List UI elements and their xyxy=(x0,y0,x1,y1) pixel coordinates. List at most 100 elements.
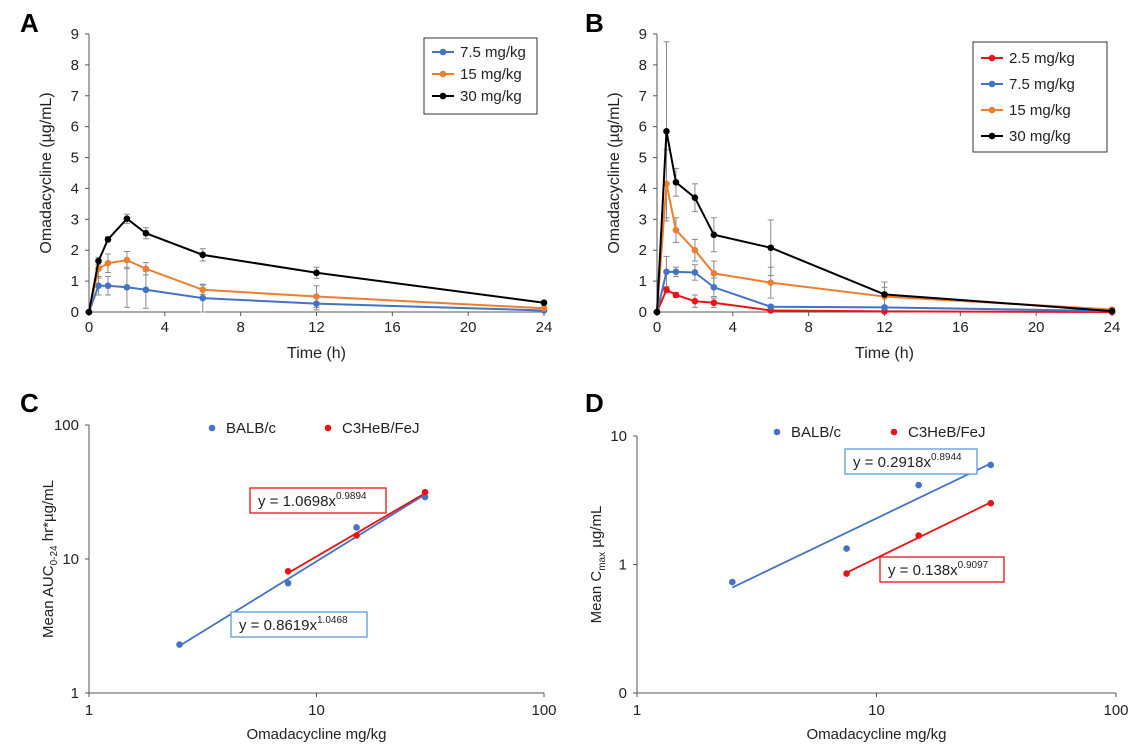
chart-b-x-tick-label: 20 xyxy=(1028,319,1045,336)
chart-d-legend-label: C3HeB/FeJ xyxy=(908,424,986,441)
chart-c-y-axis-label: Mean AUC0-24 hr*µg/mL xyxy=(40,480,60,638)
chart-d-equation-base: y = 0.138x xyxy=(888,562,958,579)
chart-d-equation-exponent: 0.8944 xyxy=(931,452,962,463)
chart-a-y-axis-label: Omadacycline (µg/mL) xyxy=(38,92,55,253)
chart-c-equation-base: y = 1.0698x xyxy=(258,493,336,510)
chart-b-data-point xyxy=(881,304,888,311)
chart-a-data-point xyxy=(123,283,131,291)
chart-c-equation-base: y = 0.8619x xyxy=(239,617,317,634)
chart-b-x-tick-label: 0 xyxy=(653,319,661,336)
chart-b-data-point xyxy=(663,128,670,135)
chart-a-y-tick-label: 7 xyxy=(71,88,79,105)
chart-d-data-point xyxy=(987,499,995,507)
chart-d-equation-label: y = 0.2918x0.8944 xyxy=(853,452,962,471)
chart-c-legend-label: BALB/c xyxy=(226,420,277,437)
chart-b-data-point xyxy=(663,180,670,188)
chart-b-data-point xyxy=(672,226,680,234)
chart-a-x-tick-label: 8 xyxy=(236,319,244,336)
chart-d-y-tick-label: 10 xyxy=(610,428,627,445)
chart-a-legend-label: 30 mg/kg xyxy=(460,88,522,105)
chart-b-data-point xyxy=(767,244,775,252)
chart-b-y-tick-label: 6 xyxy=(639,119,647,136)
chart-b-data-point xyxy=(710,299,718,307)
chart-a-data-point xyxy=(85,308,93,316)
chart-b-data-point xyxy=(710,231,718,239)
chart-b-legend-label: 30 mg/kg xyxy=(1009,128,1071,145)
chart-a-x-tick-label: 4 xyxy=(161,319,169,336)
chart-a-data-point xyxy=(104,259,112,267)
chart-a-x-tick-label: 0 xyxy=(85,319,93,336)
panel-letter-d: D xyxy=(585,388,604,418)
chart-b-data-point xyxy=(767,303,775,311)
chart-a-data-point xyxy=(104,282,112,290)
chart-a-y-tick-label: 3 xyxy=(71,211,79,228)
chart-b-y-tick-label: 8 xyxy=(639,57,647,74)
chart-a-data-point xyxy=(123,215,131,223)
chart-d-equation-base: y = 0.2918x xyxy=(853,454,931,471)
chart-b-legend-label: 2.5 mg/kg xyxy=(1009,50,1075,67)
chart-d-data-point xyxy=(843,545,850,552)
chart-a-data-point xyxy=(142,229,150,237)
chart-b-legend-marker xyxy=(988,80,996,88)
chart-b-legend-label: 7.5 mg/kg xyxy=(1009,76,1075,93)
chart-a-series-line xyxy=(88,217,545,313)
chart-c-group: 1 10 100 1 10 100 Omadacycline mg/kg Mean AUC0-… xyxy=(40,417,557,743)
chart-b-x-tick-label: 24 xyxy=(1104,319,1121,336)
chart-a-data-point xyxy=(540,299,548,307)
chart-b-data-point xyxy=(691,297,699,305)
chart-d-equation-exponent: 0.9097 xyxy=(958,560,989,571)
chart-a-y-tick-label: 8 xyxy=(71,57,79,74)
chart-c-data-point xyxy=(421,493,429,501)
chart-b-data-point xyxy=(672,268,680,276)
chart-b-y-tick-label: 7 xyxy=(639,88,647,105)
chart-b-data-point xyxy=(672,178,680,186)
chart-b-y-tick-label: 4 xyxy=(639,180,647,197)
chart-a-legend-marker xyxy=(439,48,447,56)
chart-d-y-axis-label-sub: max xyxy=(597,552,608,571)
panel-letter-c: C xyxy=(20,388,39,418)
chart-c-equation-box xyxy=(249,487,387,514)
chart-b-series-line xyxy=(656,131,1113,313)
chart-c-x-tick-label: 1 xyxy=(85,702,93,719)
chart-b-legend-marker xyxy=(988,132,996,140)
chart-b-legend-marker xyxy=(988,54,996,62)
chart-a-data-point xyxy=(540,304,548,312)
chart-d-y-tick-label: 0 xyxy=(619,685,627,702)
chart-c-data-point xyxy=(284,579,292,587)
chart-c-equation-exponent: 0.9894 xyxy=(336,491,367,502)
chart-a-data-point xyxy=(199,286,207,294)
chart-b-data-point xyxy=(710,283,718,291)
chart-d-x-tick-label: 10 xyxy=(868,702,885,719)
chart-c-data-point xyxy=(284,567,292,575)
chart-a-data-point xyxy=(313,293,320,300)
chart-c-x-axis-label: Omadacycline mg/kg xyxy=(246,726,386,743)
chart-b-x-axis-label: Time (h) xyxy=(855,345,914,362)
chart-a-y-tick-label: 9 xyxy=(71,26,79,43)
chart-c-data-point xyxy=(421,488,429,496)
chart-d-equation-box xyxy=(879,556,1005,583)
chart-b-data-point xyxy=(881,291,888,298)
chart-a-data-point xyxy=(313,300,320,307)
chart-a-legend-label: 7.5 mg/kg xyxy=(460,44,526,61)
chart-b-data-point xyxy=(710,270,718,277)
chart-b-y-axis-label: Omadacycline (µg/mL) xyxy=(606,92,623,253)
chart-a-data-point xyxy=(199,294,207,302)
chart-b-y-tick-label: 3 xyxy=(639,211,647,228)
chart-b-legend-marker xyxy=(988,106,996,114)
chart-c-data-point xyxy=(353,532,360,539)
chart-d-y-axis-label-main: Mean C xyxy=(588,571,605,624)
chart-c-data-point xyxy=(353,524,360,531)
chart-b-legend-label: 15 mg/kg xyxy=(1009,102,1071,119)
chart-a-legend-marker xyxy=(439,70,447,78)
chart-a-legend-label: 15 mg/kg xyxy=(460,66,522,83)
chart-a-data-point xyxy=(95,257,102,265)
chart-a-x-tick-label: 12 xyxy=(308,319,325,336)
chart-a-data-point xyxy=(142,265,150,273)
chart-b-x-tick-label: 4 xyxy=(729,319,737,336)
chart-b-x-tick-label: 12 xyxy=(876,319,893,336)
chart-d-fit-line xyxy=(731,462,992,589)
chart-c-legend-label: C3HeB/FeJ xyxy=(342,420,420,437)
chart-b-data-point xyxy=(653,308,661,316)
